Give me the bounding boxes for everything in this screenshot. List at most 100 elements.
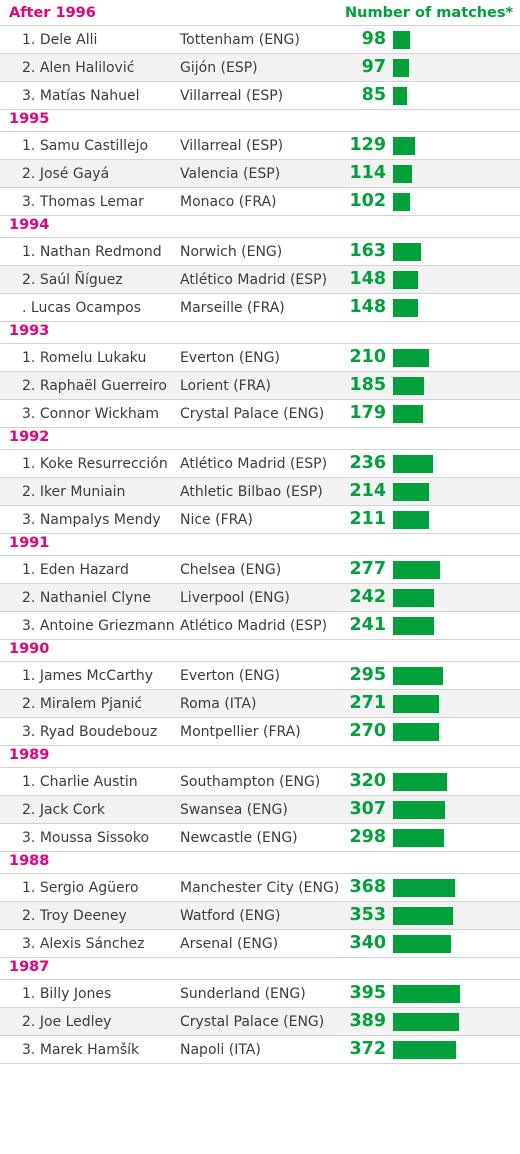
table-row: 1. Nathan Redmond Norwich (ENG) 163 [0,238,520,266]
rank-label: 3. [22,512,36,528]
table-row: 1. James McCarthy Everton (ENG) 295 [0,662,520,690]
player-name: 2. José Gayá [22,166,109,182]
data-label: 85 [361,85,386,105]
player-name: 3. Antoine Griezmann [22,618,175,634]
data-label: 98 [361,29,386,49]
bar [393,801,445,819]
bar [393,723,439,741]
data-label: 241 [349,615,386,635]
player-label: Lucas Ocampos [30,300,142,316]
table-row: 2. Saúl Ñíguez Atlético Madrid (ESP) 148 [0,266,520,294]
bar [393,561,440,579]
bar [393,617,434,635]
rank-label: 3. [22,406,36,422]
player-name: 3. Thomas Lemar [22,194,144,210]
club-name: Lorient (FRA) [180,378,271,394]
data-label: 368 [349,877,386,897]
player-label: Thomas Lemar [39,194,144,210]
player-name: 3. Ryad Boudebouz [22,724,157,740]
bar [393,299,418,317]
bar [393,87,407,105]
table-row: 3. Ryad Boudebouz Montpellier (FRA) 270 [0,718,520,746]
rank-label: 1. [22,668,36,684]
player-label: Troy Deeney [39,908,127,924]
group-label: 1994 [9,217,50,233]
player-label: Miralem Pjanić [39,696,143,712]
rank-label: 3. [22,830,36,846]
rank-label: 3. [22,618,36,634]
table-row: 2. Iker Muniain Athletic Bilbao (ESP) 214 [0,478,520,506]
group-header: 1994 [0,216,520,238]
club-name: Newcastle (ENG) [180,830,298,846]
data-label: 129 [349,135,386,155]
player-name: 2. Alen Halilović [22,60,134,76]
bar [393,667,443,685]
rank-label: 2. [22,590,36,606]
player-label: Eden Hazard [39,562,129,578]
group-header: 1993 [0,322,520,344]
data-label: 320 [349,771,386,791]
table-row: 2. Raphaël Guerreiro Lorient (FRA) 185 [0,372,520,400]
group-header: 1995 [0,110,520,132]
player-label: Nampalys Mendy [39,512,161,528]
player-label: Jack Cork [39,802,105,818]
player-name: 2. Raphaël Guerreiro [22,378,167,394]
rank-label: 2. [22,60,36,76]
data-label: 295 [349,665,386,685]
player-label: Samu Castillejo [39,138,149,154]
group-header: 1992 [0,428,520,450]
player-label: José Gayá [39,166,110,182]
rank-label: 2. [22,272,36,288]
player-label: Nathaniel Clyne [39,590,151,606]
group-header: 1990 [0,640,520,662]
player-name: 3. Alexis Sánchez [22,936,144,952]
rank-label: . [22,300,27,316]
player-name: 1. Dele Alli [22,32,97,48]
bar [393,165,412,183]
bar [393,1013,459,1031]
bar [393,377,424,395]
table-row: 3. Alexis Sánchez Arsenal (ENG) 340 [0,930,520,958]
data-label: 102 [349,191,386,211]
player-label: Saúl Ñíguez [39,272,123,288]
club-name: Valencia (ESP) [180,166,281,182]
player-name: 1. James McCarthy [22,668,153,684]
club-name: Athletic Bilbao (ESP) [180,484,323,500]
data-label: 211 [349,509,386,529]
player-label: Alen Halilović [39,60,135,76]
rank-label: 3. [22,1042,36,1058]
club-name: Monaco (FRA) [180,194,277,210]
data-label: 114 [349,163,386,183]
player-name: 1. Koke Resurrección [22,456,168,472]
bar [393,405,423,423]
rank-label: 2. [22,1014,36,1030]
group-header: 1988 [0,852,520,874]
table-row: 2. Joe Ledley Crystal Palace (ENG) 389 [0,1008,520,1036]
data-label: 148 [349,297,386,317]
player-name: 1. Nathan Redmond [22,244,162,260]
data-label: 298 [349,827,386,847]
group-label: 1988 [9,853,50,869]
player-name: 3. Marek Hamšík [22,1042,139,1058]
table-row: 2. Nathaniel Clyne Liverpool (ENG) 242 [0,584,520,612]
group-header: 1989 [0,746,520,768]
data-label: 97 [361,57,386,77]
bar [393,695,439,713]
rank-label: 3. [22,88,36,104]
data-label: 353 [349,905,386,925]
group-label: 1987 [9,959,50,975]
data-label: 340 [349,933,386,953]
player-name: . Lucas Ocampos [22,300,141,316]
club-name: Crystal Palace (ENG) [180,406,325,422]
player-name: 1. Samu Castillejo [22,138,148,154]
bar [393,773,447,791]
player-label: Antoine Griezmann [39,618,175,634]
player-name: 3. Moussa Sissoko [22,830,149,846]
bar [393,985,460,1003]
club-name: Roma (ITA) [180,696,257,712]
group-label: 1989 [9,747,50,763]
rank-label: 3. [22,936,36,952]
table-row: 3. Thomas Lemar Monaco (FRA) 102 [0,188,520,216]
bar [393,907,453,925]
